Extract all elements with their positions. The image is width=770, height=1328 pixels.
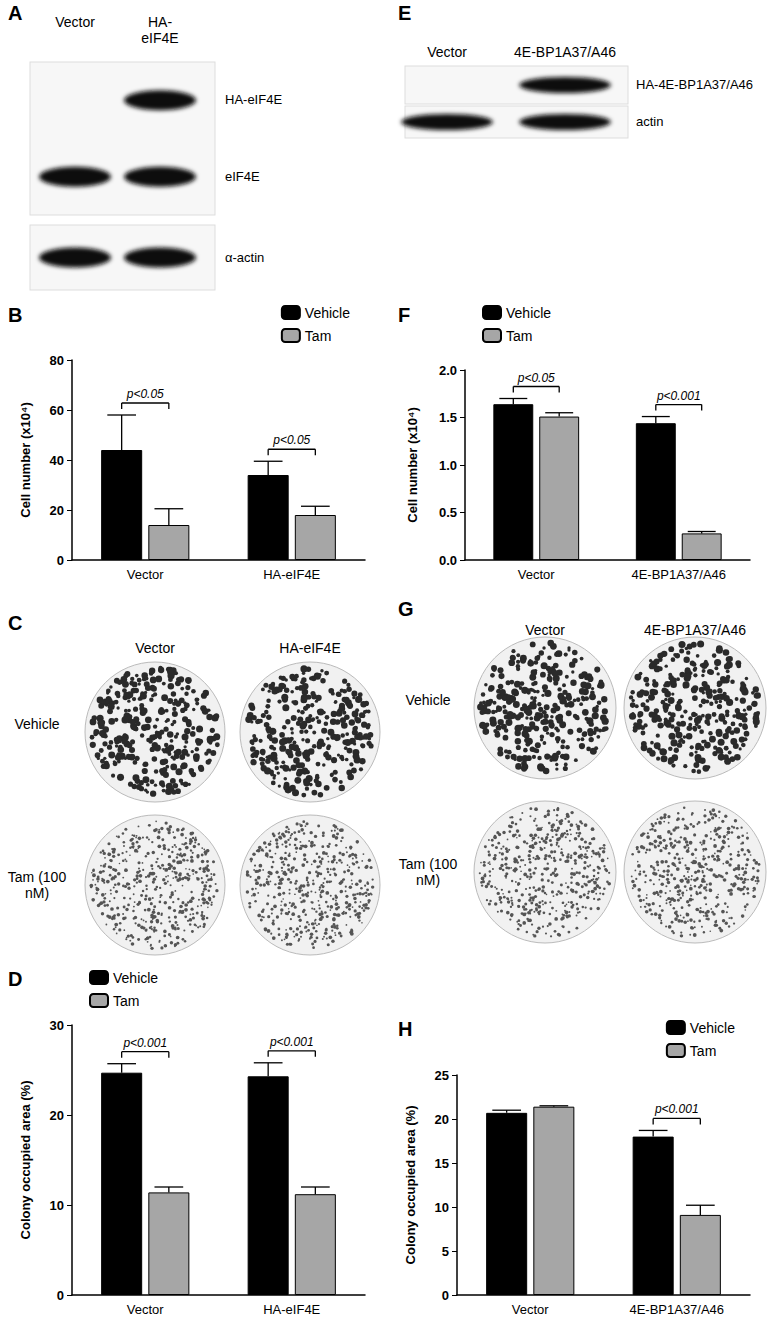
svg-text:40: 40 <box>50 453 64 468</box>
html-text:Tam (100 nM): Tam (100 nM) <box>398 856 458 888</box>
svg-text:Vector: Vector <box>512 1302 550 1317</box>
svg-text:25: 25 <box>435 1068 449 1083</box>
html-text:D: D <box>8 968 23 990</box>
html-text:4E-BP1A37/A46: 4E-BP1A37/A46 <box>514 44 616 60</box>
html-text:α-actin: α-actin <box>225 249 265 265</box>
svg-text:p<0.05: p<0.05 <box>517 371 555 385</box>
html-text:Vector: Vector <box>525 622 565 638</box>
svg-text:p<0.05: p<0.05 <box>126 387 164 401</box>
svg-text:Vector: Vector <box>127 567 165 582</box>
html-text:H: H <box>398 1018 413 1040</box>
svg-text:80: 80 <box>50 353 64 368</box>
svg-text:p<0.05: p<0.05 <box>272 433 310 447</box>
html-text:A: A <box>8 2 23 24</box>
html-text:E: E <box>398 2 412 24</box>
svg-text:5: 5 <box>442 1244 449 1259</box>
svg-text:15: 15 <box>435 1156 449 1171</box>
svg-text:p<0.001: p<0.001 <box>122 1036 167 1050</box>
html-text:Vector: Vector <box>135 640 175 656</box>
html-text:B: B <box>8 304 23 326</box>
svg-text:Colony occupied area (%): Colony occupied area (%) <box>18 1081 33 1240</box>
svg-text:p<0.001: p<0.001 <box>654 1102 699 1116</box>
svg-text:Vehicle: Vehicle <box>113 970 158 986</box>
html-text:HA-eIF4E: HA-eIF4E <box>141 14 179 46</box>
html-text:Tam (100 nM): Tam (100 nM) <box>7 869 67 901</box>
svg-text:Colony occupied area (%): Colony occupied area (%) <box>403 1106 418 1265</box>
svg-text:1.5: 1.5 <box>439 410 457 425</box>
svg-text:Tam: Tam <box>113 993 139 1009</box>
svg-text:20: 20 <box>50 1108 64 1123</box>
svg-text:Cell number (x10⁴): Cell number (x10⁴) <box>405 407 420 523</box>
svg-text:2.0: 2.0 <box>439 363 457 378</box>
svg-text:HA-eIF4E: HA-eIF4E <box>263 567 320 582</box>
html-text:G: G <box>398 598 414 620</box>
html-text:HA-4E-BP1A37/A46: HA-4E-BP1A37/A46 <box>636 77 754 92</box>
svg-text:Cell number (x10⁴): Cell number (x10⁴) <box>18 402 33 518</box>
svg-text:p<0.001: p<0.001 <box>656 389 701 403</box>
html-text:F: F <box>398 304 411 326</box>
svg-text:0.5: 0.5 <box>439 505 457 520</box>
svg-text:Vector: Vector <box>127 1302 165 1317</box>
svg-text:0.0: 0.0 <box>439 553 457 568</box>
html-text:Vector: Vector <box>55 14 95 30</box>
svg-text:1.0: 1.0 <box>439 458 457 473</box>
html-text:eIF4E: eIF4E <box>225 168 260 184</box>
svg-text:Tam: Tam <box>690 1043 716 1059</box>
svg-text:0: 0 <box>57 1288 64 1303</box>
html-text:HA-eIF4E: HA-eIF4E <box>279 640 341 656</box>
html-text:C: C <box>8 612 23 634</box>
svg-text:4E-BP1A37/A46: 4E-BP1A37/A46 <box>631 567 726 582</box>
svg-text:60: 60 <box>50 403 64 418</box>
svg-text:HA-eIF4E: HA-eIF4E <box>263 1302 320 1317</box>
html-text:Vehicle: Vehicle <box>14 716 60 732</box>
html-text:Vector: Vector <box>427 44 467 60</box>
svg-text:Vehicle: Vehicle <box>506 305 551 321</box>
svg-text:Tam: Tam <box>305 328 331 344</box>
svg-text:0: 0 <box>57 553 64 568</box>
html-text:HA-eIF4E: HA-eIF4E <box>225 92 283 108</box>
svg-text:0: 0 <box>442 1288 449 1303</box>
svg-text:10: 10 <box>50 1198 64 1213</box>
svg-text:20: 20 <box>435 1112 449 1127</box>
svg-text:10: 10 <box>435 1200 449 1215</box>
svg-text:20: 20 <box>50 503 64 518</box>
svg-text:p<0.001: p<0.001 <box>269 1035 314 1049</box>
html-text:actin: actin <box>636 114 664 129</box>
svg-text:30: 30 <box>50 1018 64 1033</box>
html-text:Vehicle: Vehicle <box>405 692 451 708</box>
svg-text:Tam: Tam <box>506 328 532 344</box>
svg-text:Vehicle: Vehicle <box>690 1020 735 1036</box>
svg-text:4E-BP1A37/A46: 4E-BP1A37/A46 <box>629 1302 724 1317</box>
html-text:4E-BP1A37/A46: 4E-BP1A37/A46 <box>644 622 746 638</box>
svg-text:Vector: Vector <box>518 567 556 582</box>
svg-text:Vehicle: Vehicle <box>305 305 350 321</box>
